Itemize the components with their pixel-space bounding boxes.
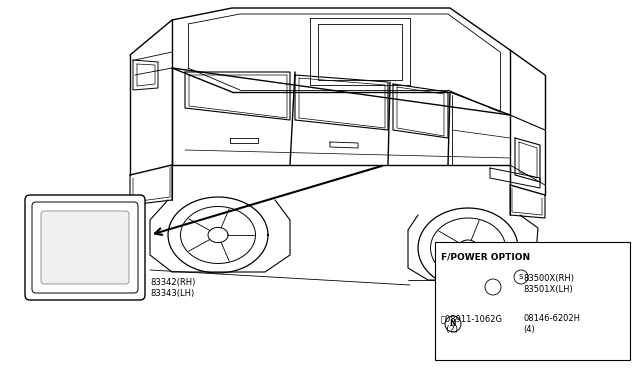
FancyBboxPatch shape bbox=[32, 202, 138, 293]
Text: S: S bbox=[519, 274, 523, 280]
Text: ⓝ08911-1062G
  (2): ⓝ08911-1062G (2) bbox=[441, 314, 503, 334]
Text: 83500X(RH)
83501X(LH): 83500X(RH) 83501X(LH) bbox=[523, 274, 574, 294]
Text: F/POWER OPTION: F/POWER OPTION bbox=[441, 252, 530, 261]
FancyBboxPatch shape bbox=[25, 195, 145, 300]
FancyBboxPatch shape bbox=[41, 211, 129, 284]
Bar bbox=[435, 242, 630, 360]
Text: N: N bbox=[450, 320, 456, 328]
Text: 08146-6202H
(4): 08146-6202H (4) bbox=[523, 314, 580, 334]
Text: R8300011: R8300011 bbox=[579, 351, 625, 360]
Text: 83330(RH)
83331(LH): 83330(RH) 83331(LH) bbox=[90, 202, 136, 222]
Text: 83342(RH)
83343(LH): 83342(RH) 83343(LH) bbox=[150, 278, 195, 298]
